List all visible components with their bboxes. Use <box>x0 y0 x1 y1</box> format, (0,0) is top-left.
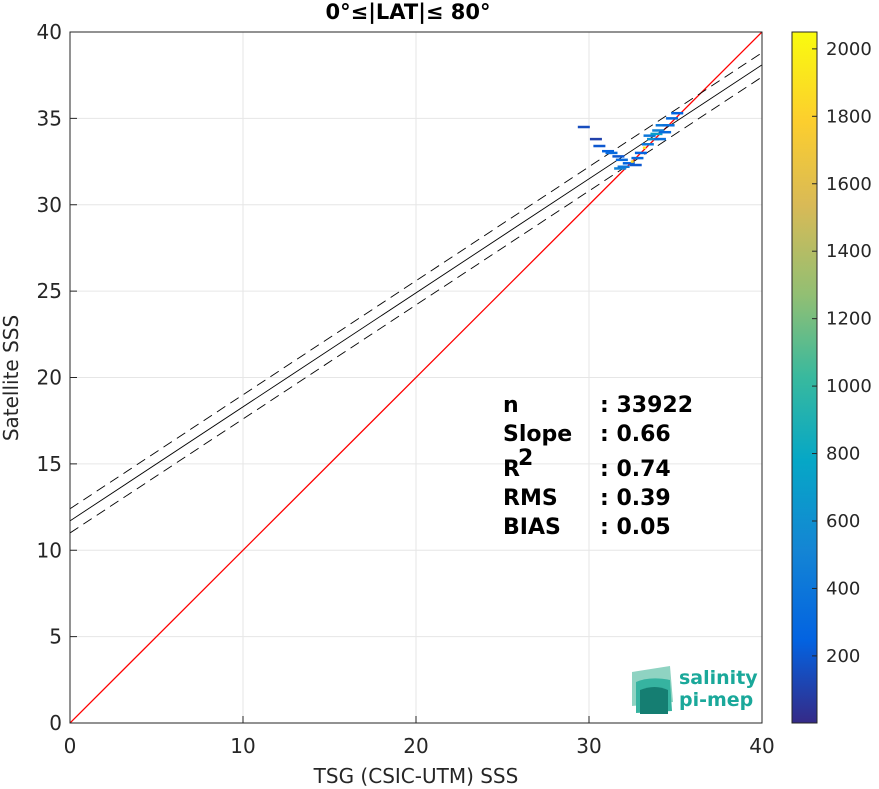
density-point <box>617 165 630 168</box>
y-tick-label: 20 <box>37 366 62 390</box>
density-point <box>666 117 679 120</box>
density-point <box>643 134 656 137</box>
colorbar-tick-label: 800 <box>826 444 860 465</box>
logo-line1: salinity <box>679 667 758 689</box>
x-axis-label: TSG (CSIC-UTM) SSS <box>313 764 519 788</box>
regression-line <box>70 64 762 522</box>
stat-value: : 0.05 <box>600 515 671 540</box>
density-point <box>642 146 646 149</box>
density-point <box>593 144 606 148</box>
stat-value: : 0.74 <box>600 457 671 482</box>
y-tick-label: 35 <box>37 106 62 130</box>
stat-name: Slope <box>503 422 572 447</box>
density-point <box>653 137 666 141</box>
density-point <box>614 167 627 170</box>
y-tick-labels: 0 5 10 15 20 25 30 35 40 <box>37 20 77 735</box>
colorbar-ticks: 200 400 600 800 1000 1200 1400 1600 1800 2000 <box>812 39 872 667</box>
stat-superscript: 2 <box>518 446 533 471</box>
y-tick-label: 25 <box>37 279 62 303</box>
density-point <box>659 130 672 134</box>
stat-value: : 0.39 <box>600 486 671 511</box>
logo: salinity pi-mep <box>632 666 758 714</box>
density-point <box>671 111 684 115</box>
y-axis-label: Satellite SSS <box>0 315 23 441</box>
density-point <box>647 137 660 141</box>
density-point <box>634 151 647 155</box>
colorbar-tick-label: 1400 <box>826 241 872 262</box>
density-point <box>630 160 634 163</box>
colorbar-tick-label: 400 <box>826 578 860 599</box>
stat-name: n <box>503 393 519 418</box>
density-point <box>662 124 675 127</box>
statistics-box: n : 33922 Slope : 0.66 R2 : 0.74 RMS : 0.39 BIAS… <box>503 393 693 540</box>
y-tick-label: 0 <box>49 711 62 735</box>
x-tick-label: 40 <box>749 734 774 758</box>
colorbar-tick-label: 1000 <box>826 376 872 397</box>
x-tick-label: 20 <box>403 734 428 758</box>
stat-name: BIAS <box>503 515 561 540</box>
x-tick-label: 10 <box>230 734 255 758</box>
density-point <box>622 162 635 165</box>
density-point <box>605 151 618 155</box>
density-point <box>631 156 644 160</box>
stat-name: RMS <box>503 486 558 511</box>
colorbar-tick-label: 600 <box>826 511 860 532</box>
density-point <box>577 125 590 129</box>
density-point <box>629 163 642 167</box>
density-points <box>577 111 684 170</box>
density-point <box>615 158 628 162</box>
x-tick-label: 0 <box>64 734 77 758</box>
x-tick-label: 30 <box>576 734 601 758</box>
stat-name: R <box>503 457 520 482</box>
y-tick-label: 30 <box>37 193 62 217</box>
density-point <box>650 132 663 136</box>
chart-title: 0°≤|LAT|≤ 80° <box>325 0 490 25</box>
y-tick-label: 5 <box>49 625 62 649</box>
colorbar-tick-label: 200 <box>826 646 860 667</box>
salinity-logo-icon <box>632 666 673 714</box>
x-tick-labels: 0 10 20 30 40 <box>64 716 775 758</box>
density-point <box>652 129 665 132</box>
y-tick-label: 15 <box>37 452 62 476</box>
density-point <box>602 149 615 153</box>
density-point <box>655 124 668 127</box>
y-tick-label: 40 <box>37 20 62 44</box>
confidence-line <box>70 52 762 510</box>
stat-value: : 0.66 <box>600 422 671 447</box>
colorbar-tick-label: 1800 <box>826 106 872 127</box>
colorbar-gradient <box>791 31 818 724</box>
y-tick-label: 10 <box>37 538 62 562</box>
colorbar: 200 400 600 800 1000 1200 1400 1600 1800 2000 <box>791 31 872 724</box>
colorbar-tick-label: 1600 <box>826 174 872 195</box>
density-point <box>589 137 602 141</box>
logo-line2: pi-mep <box>679 689 753 711</box>
density-point <box>612 155 625 158</box>
colorbar-tick-label: 1200 <box>826 309 872 330</box>
stat-value: : 33922 <box>600 393 693 418</box>
colorbar-tick-label: 2000 <box>826 39 872 60</box>
density-point <box>641 143 654 146</box>
identity-line <box>70 32 762 723</box>
